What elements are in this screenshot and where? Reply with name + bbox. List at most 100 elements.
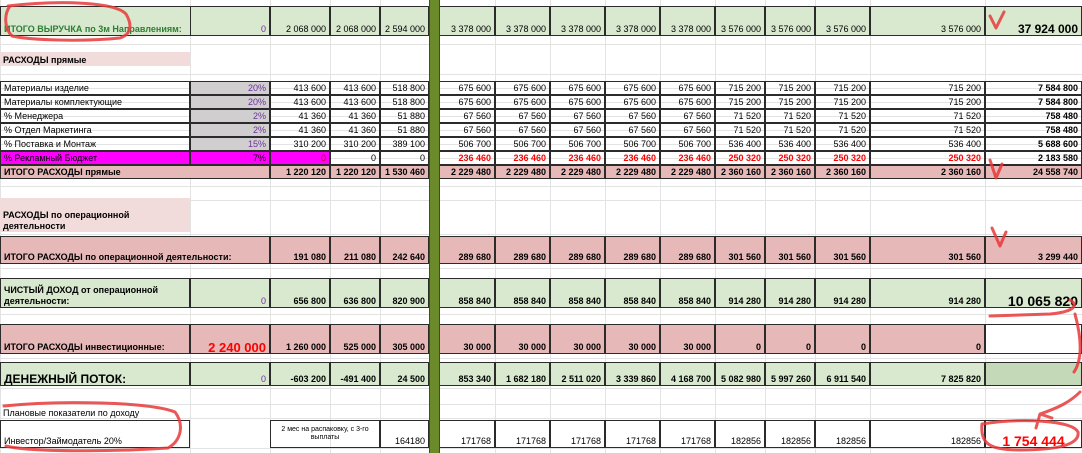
direct-row-pct: 15% (190, 137, 270, 151)
gridline (0, 144, 1082, 145)
direct-row-value: 675 600 (550, 95, 605, 109)
revenue-value: 3 576 000 (870, 6, 985, 36)
direct-row-value: 675 600 (438, 81, 495, 95)
cashflow-value: 5 082 980 (715, 362, 765, 386)
investor-label: Инвестор/Займодатель 20% (0, 420, 190, 448)
direct-row-value: 675 600 (550, 81, 605, 95)
direct-row-value: 0 (380, 151, 429, 165)
cashflow-value: 4 168 700 (660, 362, 715, 386)
direct-row-pct: 20% (190, 95, 270, 109)
investor-value: 164180 (380, 420, 429, 448)
gridline (550, 0, 551, 453)
invest-value: 30 000 (438, 324, 495, 354)
direct-row-label: % Поставка и Монтаж (0, 137, 190, 151)
cashflow-total-empty (985, 362, 1082, 386)
op-total-value: 191 080 (270, 236, 330, 264)
net-income-value: 858 840 (660, 278, 715, 308)
direct-row-value: 310 200 (270, 137, 330, 151)
gridline (0, 102, 1082, 103)
net-income-value: 914 280 (870, 278, 985, 308)
op-total-value: 301 560 (815, 236, 870, 264)
net-income-value: 636 800 (330, 278, 380, 308)
revenue-start: 0 (190, 6, 270, 36)
direct-row-value: 67 560 (438, 123, 495, 137)
gridline (0, 88, 1082, 89)
net-income-value: 914 280 (715, 278, 765, 308)
direct-row-value: 518 800 (380, 95, 429, 109)
direct-row-value: 67 560 (550, 123, 605, 137)
revenue-value: 3 576 000 (815, 6, 870, 36)
direct-row-value: 715 200 (765, 81, 815, 95)
direct-total-value: 2 360 160 (870, 165, 985, 179)
direct-row-value: 715 200 (765, 95, 815, 109)
gridline (270, 0, 271, 453)
direct-row-value: 67 560 (660, 109, 715, 123)
direct-total-value: 2 360 160 (815, 165, 870, 179)
direct-row-value: 675 600 (660, 81, 715, 95)
direct-row-value: 0 (270, 151, 330, 165)
invest-value: 30 000 (550, 324, 605, 354)
direct-row-value: 506 700 (660, 137, 715, 151)
direct-row-value: 675 600 (605, 81, 660, 95)
direct-row-value: 675 600 (438, 95, 495, 109)
op-header: РАСХОДЫ по операционной деятельности (0, 198, 190, 232)
op-total-value: 301 560 (715, 236, 765, 264)
direct-row-value: 67 560 (605, 109, 660, 123)
op-total-total: 3 299 440 (985, 236, 1082, 264)
op-total-value: 301 560 (870, 236, 985, 264)
invest-value: 0 (870, 324, 985, 354)
direct-row-value: 71 520 (715, 109, 765, 123)
net-income-value: 858 840 (438, 278, 495, 308)
cashflow-value: -603 200 (270, 362, 330, 386)
gridline (0, 418, 1082, 419)
op-total-value: 289 680 (438, 236, 495, 264)
investor-value: 171768 (605, 420, 660, 448)
column-separator (429, 0, 440, 453)
investor-value: 182856 (815, 420, 870, 448)
direct-row-value: 675 600 (495, 81, 550, 95)
direct-row-value: 250 320 (815, 151, 870, 165)
direct-row-value: 41 360 (330, 123, 380, 137)
invest-value: 525 000 (330, 324, 380, 354)
op-total-value: 211 080 (330, 236, 380, 264)
gridline (765, 0, 766, 453)
gridline (0, 234, 1082, 235)
direct-row-value: 41 360 (330, 109, 380, 123)
revenue-value: 2 068 000 (270, 6, 330, 36)
gridline (495, 0, 496, 453)
gridline (660, 0, 661, 453)
investor-value: 171768 (495, 420, 550, 448)
direct-row-label: Материалы изделие (0, 81, 190, 95)
revenue-value: 3 378 000 (660, 6, 715, 36)
direct-row-value: 413 600 (270, 95, 330, 109)
gridline (0, 314, 1082, 315)
net-income-value: 858 840 (550, 278, 605, 308)
gridline (0, 268, 1082, 269)
net-income-label: ЧИСТЫЙ ДОХОД от операционной деятельност… (0, 278, 190, 308)
direct-row-pct: 2% (190, 109, 270, 123)
invest-value: 30 000 (495, 324, 550, 354)
direct-row-total: 7 584 800 (985, 81, 1082, 95)
gridline (0, 116, 1082, 117)
cashflow-value: 3 339 860 (605, 362, 660, 386)
direct-row-value: 236 460 (550, 151, 605, 165)
direct-row-total: 758 480 (985, 109, 1082, 123)
gridline (0, 44, 1082, 45)
direct-row-value: 250 320 (870, 151, 985, 165)
gridline (0, 358, 1082, 359)
net-income-value: 858 840 (495, 278, 550, 308)
revenue-total: 37 924 000 (985, 6, 1082, 36)
cashflow-value: 853 340 (438, 362, 495, 386)
direct-row-value: 71 520 (765, 123, 815, 137)
direct-row-value: 67 560 (438, 109, 495, 123)
direct-row-value: 71 520 (870, 109, 985, 123)
direct-row-value: 71 520 (870, 123, 985, 137)
investor-value: 182856 (715, 420, 765, 448)
direct-row-value: 715 200 (870, 81, 985, 95)
gridline (0, 74, 1082, 75)
revenue-value: 3 378 000 (605, 6, 660, 36)
direct-row-value: 715 200 (815, 81, 870, 95)
direct-row-value: 71 520 (815, 109, 870, 123)
investor-value: 171768 (550, 420, 605, 448)
